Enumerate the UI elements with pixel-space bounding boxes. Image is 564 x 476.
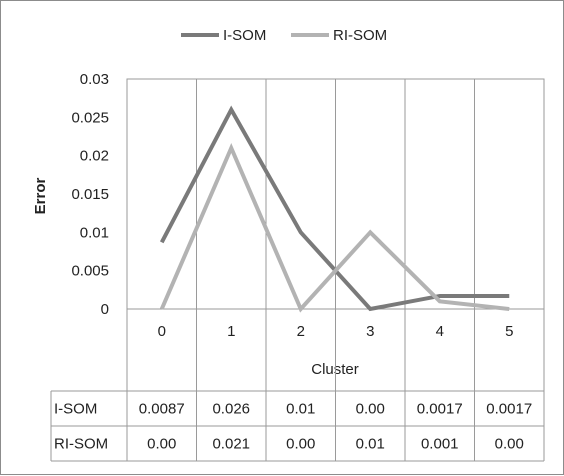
legend-label-i-som: I-SOM xyxy=(223,27,266,44)
table-cell: 0.00 xyxy=(495,436,524,453)
x-tick-label: 4 xyxy=(436,323,444,340)
table-cell: 0.0017 xyxy=(486,401,532,418)
table-cell: 0.00 xyxy=(147,436,176,453)
table-cell: 0.0087 xyxy=(139,401,185,418)
y-tick-label: 0.005 xyxy=(71,263,109,280)
y-tick-label: 0 xyxy=(101,301,109,318)
table-cell: 0.01 xyxy=(356,436,385,453)
legend: I-SOM RI-SOM xyxy=(181,27,387,44)
table-cell: 0.00 xyxy=(356,401,385,418)
series-line-ri-som xyxy=(159,142,510,313)
table-cell: 0.021 xyxy=(212,436,250,453)
table-cell: 0.001 xyxy=(421,436,459,453)
y-tick-label: 0.02 xyxy=(80,148,109,165)
y-axis-title: Error xyxy=(32,178,49,215)
legend-label-ri-som: RI-SOM xyxy=(333,27,387,44)
x-tick-label: 3 xyxy=(366,323,374,340)
y-tick-label: 0.03 xyxy=(80,71,109,88)
x-tick-label: 2 xyxy=(297,323,305,340)
table-cell: 0.026 xyxy=(212,401,250,418)
y-tick-label: 0.025 xyxy=(71,109,109,126)
table-row-label: I-SOM xyxy=(54,401,97,418)
table-cell: 0.0017 xyxy=(417,401,463,418)
table-cell: 0.00 xyxy=(286,436,315,453)
y-tick-label: 0.015 xyxy=(71,186,109,203)
x-tick-label: 5 xyxy=(505,323,513,340)
table-cell: 0.01 xyxy=(286,401,315,418)
table-row-label: RI-SOM xyxy=(54,436,108,453)
y-tick-label: 0.01 xyxy=(80,224,109,241)
x-tick-label: 1 xyxy=(227,323,235,340)
x-tick-label: 0 xyxy=(158,323,166,340)
